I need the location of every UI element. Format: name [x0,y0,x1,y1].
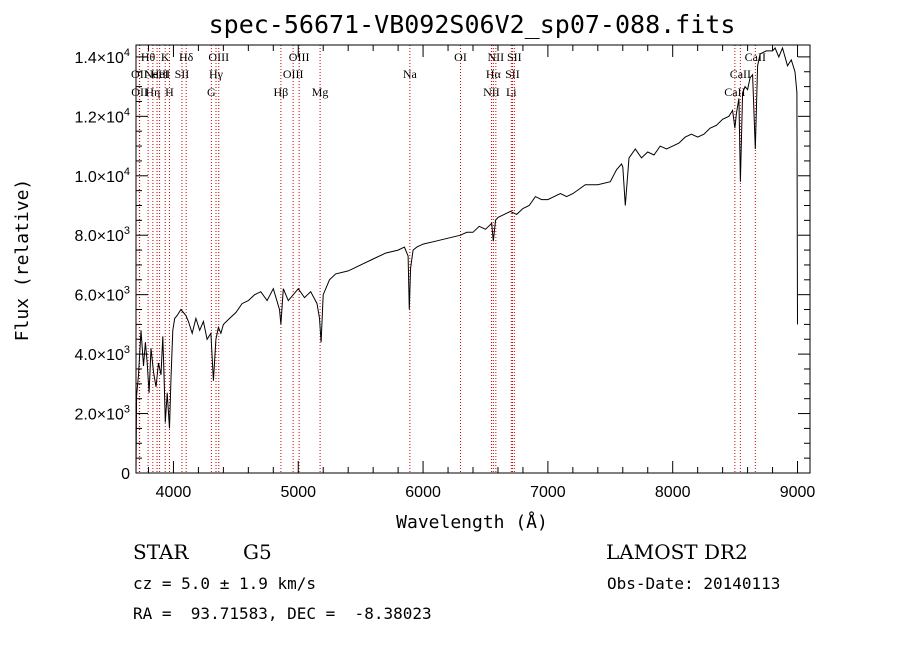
x-tick-label-2: 6000 [405,484,441,501]
y-axis-label: Flux (relative) [12,179,33,342]
y-tick-label-1: 2.0×103 [74,404,130,424]
line-marker-label-20: Hα [486,67,502,81]
line-marker-label-14: OIII [283,67,304,81]
line-marker-label-12: OIII [208,50,229,64]
line-marker-label-19: NII [483,85,500,99]
y-tick-label-4: 8.0×103 [74,225,130,245]
x-tick-label-0: 4000 [156,484,192,501]
plot-frame [135,44,811,474]
x-axis-ticks: 4000 5000 6000 7000 8000 9000 [147,45,816,501]
y-tick-label-7: 1.4×104 [74,47,130,67]
line-marker-label-13: Hβ [274,85,289,99]
emission-line-labels: OIIOIIHθHηNeIIIHeIKHSIIHδGHγOIIIHβOIIIOI… [131,50,766,99]
line-marker-label-0: OII [131,67,148,81]
coordinates: RA = 93.71583, DEC = -8.38023 [133,604,432,623]
x-tick-label-1: 5000 [280,484,316,501]
survey-name: LAMOST DR2 [606,540,748,564]
y-axis-ticks: 0 2.0×103 4.0×103 6.0×103 8.0×103 1.0×104 1.2×… [74,47,810,483]
x-tick-label-5: 9000 [780,484,816,501]
line-marker-label-7: H [165,85,174,99]
y-tick-label-5: 1.0×104 [74,166,130,186]
line-marker-label-22: Li [506,85,517,99]
x-tick-label-3: 7000 [530,484,566,501]
line-marker-label-8: SII [175,67,190,81]
line-marker-label-6: K [161,50,170,64]
line-marker-label-4: NeIII [144,67,170,81]
redshift-cz: cz = 5.0 ± 1.9 km/s [133,574,317,593]
y-tick-label-6: 1.2×104 [74,106,130,126]
x-tick-label-4: 8000 [655,484,691,501]
observation-date: Obs-Date: 20140113 [607,574,781,593]
object-class: STAR [133,540,189,564]
line-marker-label-18: OI [454,50,467,64]
y-tick-label-3: 6.0×103 [74,285,130,305]
line-marker-label-25: CaII [724,85,745,99]
y-tick-label-0: 0 [121,466,130,483]
line-marker-label-9: Hδ [179,50,194,64]
line-marker-label-23: SII [505,67,520,81]
line-marker-label-1: OII [131,85,148,99]
line-marker-label-11: Hγ [209,67,224,81]
line-marker-label-2: Hθ [141,50,156,64]
x-axis-label: Wavelength (Å) [396,511,548,533]
line-marker-label-10: G [207,85,216,99]
line-marker-label-26: CaII [730,67,751,81]
line-marker-label-21: NII [488,50,505,64]
line-marker-label-3: Hη [145,85,160,99]
object-subclass: G5 [243,540,272,564]
line-marker-label-5: HeI [151,67,169,81]
line-marker-label-15: OIII [289,50,310,64]
emission-line-markers [138,45,756,473]
line-marker-label-17: Na [403,67,418,81]
chart-title: spec-56671-VB092S06V2_sp07-088.fits [209,10,736,39]
line-marker-label-24: SII [507,50,522,64]
line-marker-label-16: Mg [312,85,329,99]
y-tick-label-2: 4.0×103 [74,344,130,364]
spectrum-line [135,46,798,474]
